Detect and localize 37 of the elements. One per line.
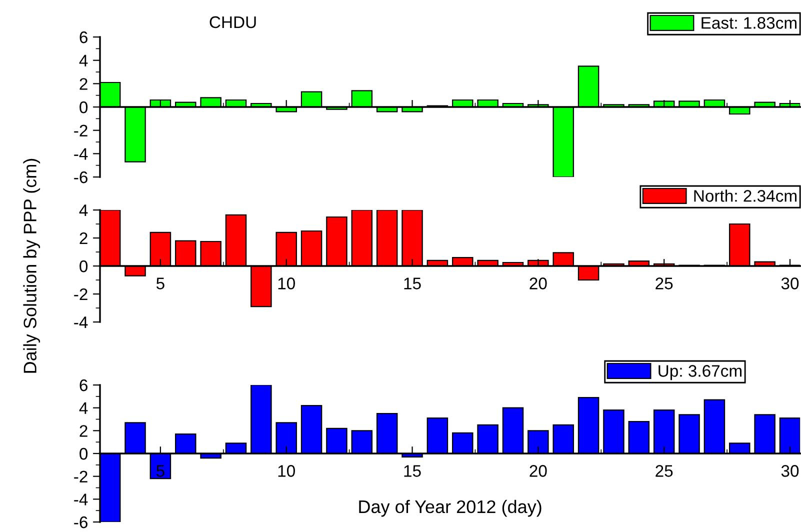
y-tick-label: -6 [74, 171, 88, 184]
chart-title: CHDU [210, 16, 256, 28]
x-tick-label: 30 [781, 278, 799, 290]
x-tick-label: 15 [404, 465, 421, 477]
x-tick-label: 15 [404, 278, 421, 290]
y-tick-label: 4 [79, 204, 88, 216]
legend-label: North: 2.34cm [694, 190, 796, 202]
y-tick-label: -4 [74, 494, 88, 506]
x-tick-label: 10 [278, 465, 295, 477]
x-axis-title: Day of Year 2012 (day) [359, 500, 542, 517]
x-tick-label: 5 [156, 278, 164, 290]
x-tick-label: 20 [530, 278, 547, 290]
y-tick-label: 6 [80, 379, 88, 392]
x-tick-label: 25 [656, 465, 673, 477]
x-tick-label: 30 [781, 465, 799, 477]
y-axis-title: Daily Solution by PPP (cm) [23, 158, 40, 373]
y-tick-label: 6 [80, 31, 88, 44]
x-tick-label: 10 [278, 278, 295, 290]
y-tick-label: -2 [74, 124, 88, 136]
y-tick-label: 2 [80, 78, 88, 90]
y-tick-label: 2 [80, 425, 88, 437]
y-tick-label: 0 [80, 101, 88, 114]
y-tick-label: -6 [74, 516, 88, 528]
y-tick-label: -4 [74, 316, 88, 328]
y-tick-label: 2 [80, 232, 88, 244]
x-tick-label: 25 [656, 278, 673, 290]
y-tick-label: 0 [80, 448, 88, 460]
y-tick-label: 4 [79, 54, 88, 66]
x-tick-label: 20 [530, 465, 547, 477]
y-tick-label: -2 [74, 470, 88, 482]
y-tick-label: 4 [79, 402, 88, 414]
y-tick-label: -2 [74, 288, 88, 300]
legend-label: Up: 3.67cm [658, 365, 742, 380]
x-tick-label: 5 [156, 465, 164, 477]
y-tick-label: 0 [80, 260, 88, 272]
y-tick-label: -4 [74, 148, 88, 160]
legend-label: East: 1.83cm [702, 17, 796, 29]
